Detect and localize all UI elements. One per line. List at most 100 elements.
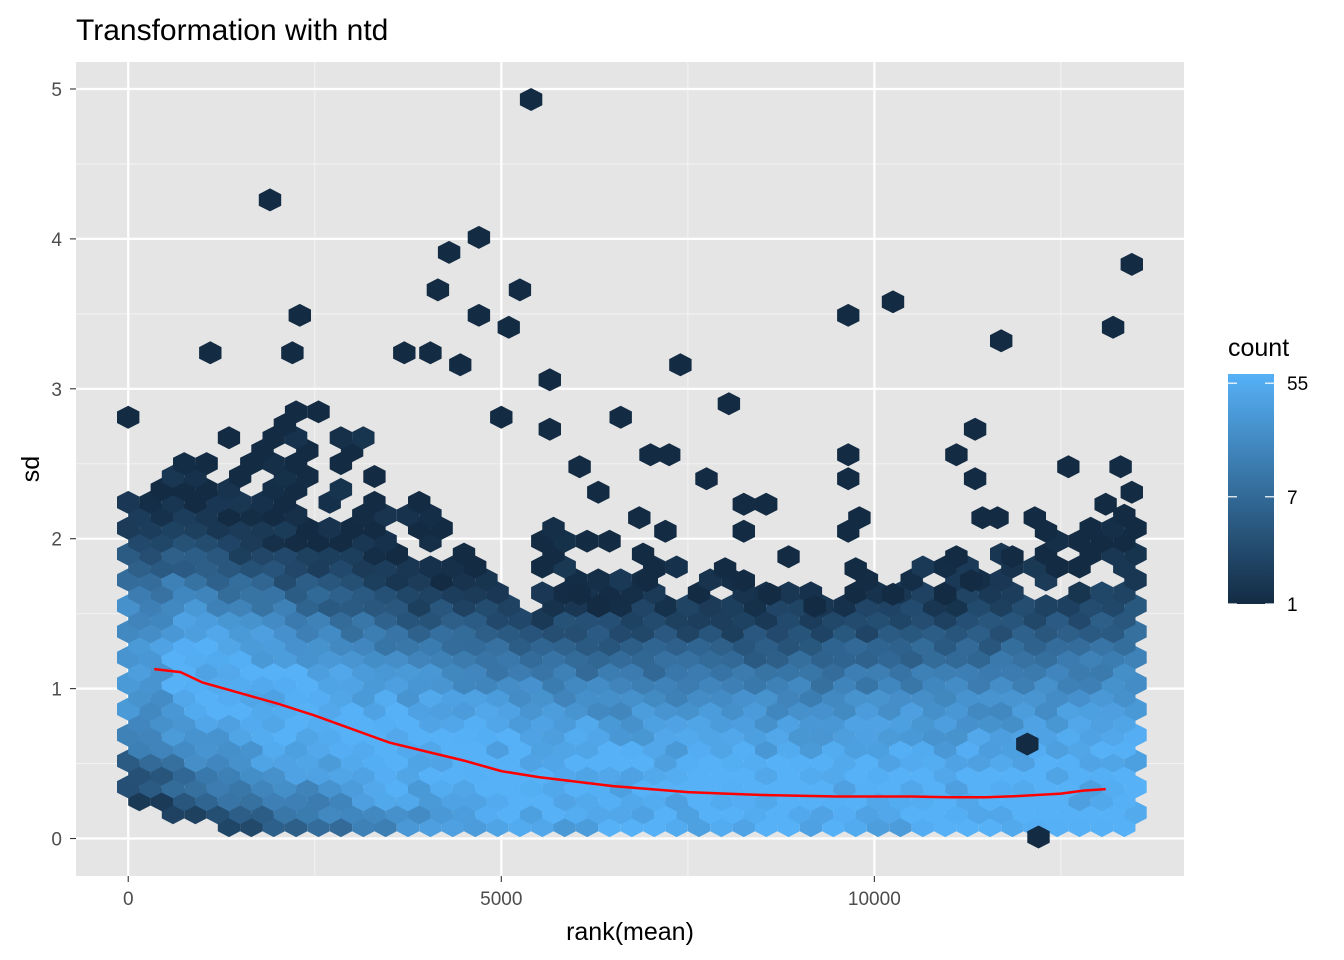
hex-bin-outlier [587,594,610,618]
y-tick-label: 0 [51,830,62,851]
x-axis-title: rank(mean) [566,918,694,946]
hex-bin [575,529,599,553]
hex-bin-outlier [963,417,987,441]
hex-bin-outlier [281,341,304,365]
hex-bin-outlier [1001,545,1024,569]
hex-bin-outlier [654,519,677,543]
hex-bin [352,426,375,450]
x-tick-label: 10000 [848,889,901,910]
hex-bin [1090,581,1114,605]
hex-bin-outlier [635,569,658,593]
hex-bin [363,465,386,488]
hex-bin [609,568,632,592]
hex-bin-outlier [934,582,957,606]
hex-bin-outlier [497,315,520,339]
hex-bin-outlier [777,545,800,569]
hex-bin-outlier [1016,732,1039,756]
hex-bin-outlier [508,278,532,302]
x-tick-label: 5000 [480,889,522,910]
hex-bin-outlier [628,506,651,530]
hex-bin-outlier [538,417,561,441]
hex-bin [117,490,140,514]
hex-bin-outlier [467,303,491,327]
hex-bin-outlier [963,467,987,491]
hex-bin-outlier [717,392,741,416]
legend-tick-label: 55 [1287,374,1308,395]
hex-bin [173,452,196,476]
trend-line [154,667,1106,799]
hex-bin-outlier [1120,252,1143,276]
hex-bin-outlier [837,519,860,543]
hex-bin-outlier [669,353,692,377]
y-tick-label: 1 [51,680,62,701]
hex-bin-outlier [945,443,968,467]
hex-bin-outlier [695,467,718,491]
hex-bin-outlier [609,405,632,429]
hex-bin-outlier [881,582,905,606]
hex-bin-outlier [1120,480,1143,504]
hex-bin [631,542,655,566]
y-tick-label: 4 [51,230,62,251]
hex-bin-outlier [393,341,416,365]
hex-bin [284,400,308,424]
hex-bin-outlier [467,225,491,249]
hex-bin [307,400,330,424]
legend-tick-label: 1 [1287,595,1298,616]
hex-bin-outlier [449,353,472,377]
hex-bin [777,581,800,605]
y-tick-label: 2 [51,530,62,551]
hex-bin-outlier [258,188,282,212]
hex-bin-outlier [837,303,860,327]
hex-bin [665,555,688,579]
hex-bin-outlier [732,569,755,593]
hex-bin-outlier [419,341,442,365]
hex-bin [408,490,431,514]
hex-bin [542,516,565,540]
hex-bin-outlier [639,443,662,467]
hex-bin-outlier [587,480,610,504]
y-tick-label: 3 [51,380,62,401]
hex-bin [598,529,621,553]
hex-bin-outlier [117,405,140,429]
hex-bin [217,426,241,450]
chart-title: Transformation with ntd [76,14,388,47]
hex-bin [329,426,353,450]
hex-bin-outlier [732,519,755,543]
hex-bin-outlier [658,443,681,467]
hex-bin-outlier [426,278,450,302]
hex-bin-outlier [844,557,867,581]
y-axis: 0 1 2 3 4 5 [51,80,76,851]
hex-bin-outlier [837,443,860,467]
hex-bin-outlier [945,545,968,569]
hex-bin [318,516,341,540]
hex-bin-outlier [990,329,1013,353]
y-axis-title: sd [17,456,45,482]
hex-bin-outlier [1094,492,1117,516]
hex-bin [531,581,554,605]
hex-bin-outlier [519,88,543,111]
hex-bin [1079,516,1102,540]
x-axis: 0 5000 10000 [123,876,901,910]
hex-bin [363,490,386,514]
hex-bin-outlier [713,557,737,581]
legend-title: count [1228,334,1289,362]
x-tick-label: 0 [123,889,134,910]
legend-tick-label: 7 [1287,488,1298,509]
hex-bin-outlier [288,303,311,327]
hex-bin-outlier [1101,315,1125,339]
hex-bin-outlier [960,569,983,593]
hex-bin-outlier [758,582,782,606]
hex-bin [1113,503,1136,527]
hex-bin-outlier [837,467,860,491]
hex-bin-outlier [1057,455,1080,479]
hex-bin [195,452,218,476]
hex-bin-outlier [732,492,755,516]
hex-bin [329,477,353,501]
hex-bin [1034,594,1058,618]
hex-bin-outlier [437,240,461,264]
hex-bin-outlier [199,341,222,365]
y-tick-label: 5 [51,80,62,101]
